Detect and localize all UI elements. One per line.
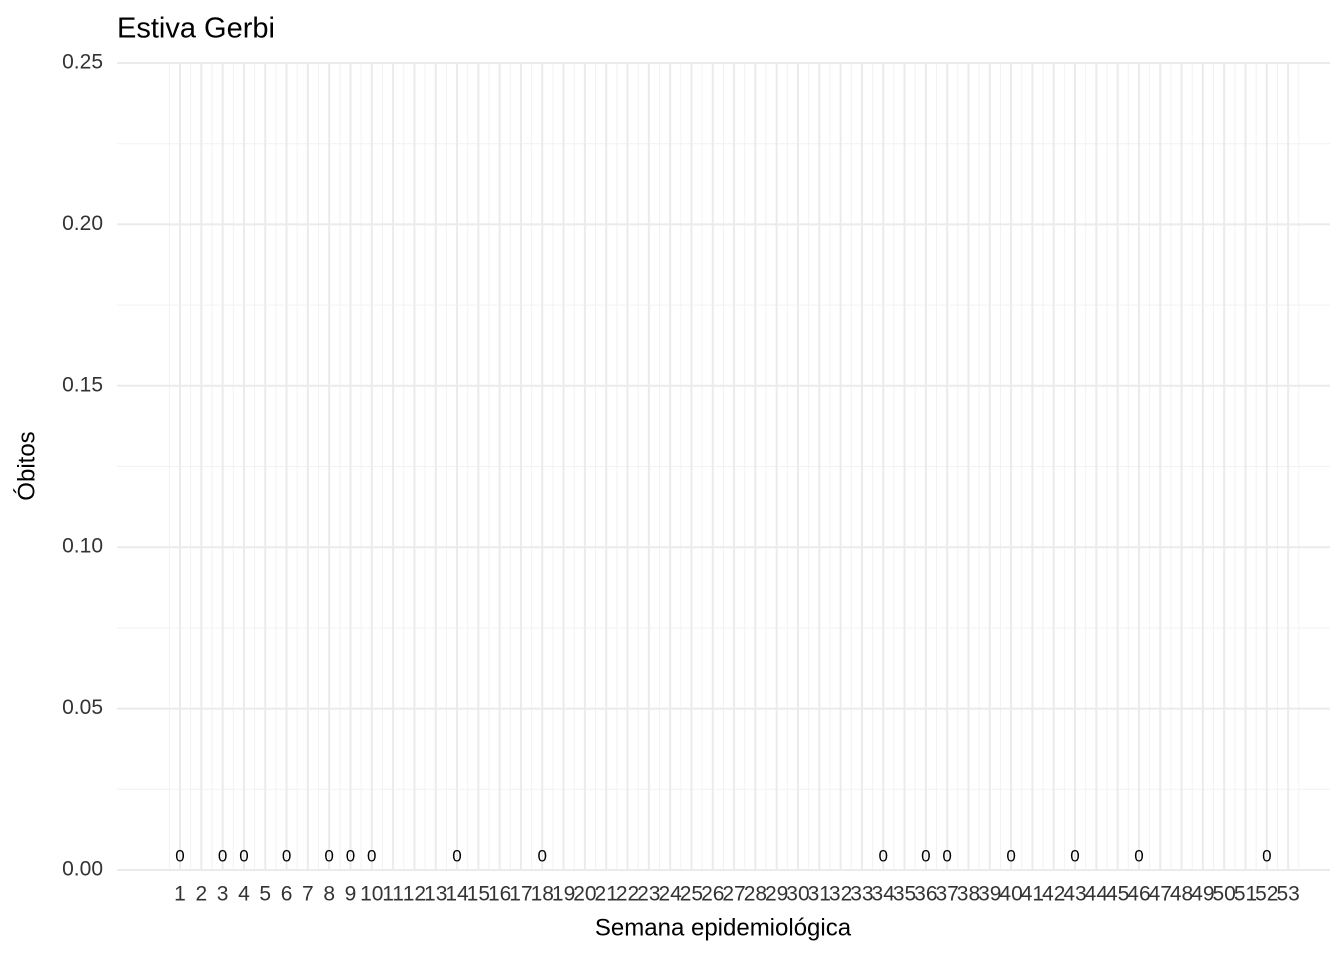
x-tick-label: 9 <box>345 883 357 906</box>
y-tick-label: 0.05 <box>62 696 103 719</box>
y-tick-label: 0.10 <box>62 535 103 558</box>
x-tick-label: 8 <box>323 883 335 906</box>
y-tick-label: 0.15 <box>62 373 103 396</box>
x-tick-label: 30 <box>786 883 809 906</box>
x-tick-label: 40 <box>999 883 1022 906</box>
x-tick-label: 22 <box>616 883 639 906</box>
x-tick-label: 39 <box>978 883 1001 906</box>
x-tick-label: 46 <box>1127 883 1150 906</box>
data-label: 0 <box>175 846 184 865</box>
x-tick-label: 33 <box>850 883 873 906</box>
data-label: 0 <box>218 846 227 865</box>
data-label: 0 <box>942 846 951 865</box>
data-label: 0 <box>324 846 333 865</box>
x-tick-label: 3 <box>217 883 229 906</box>
x-tick-label: 47 <box>1149 883 1172 906</box>
x-tick-label: 48 <box>1170 883 1193 906</box>
x-tick-label: 15 <box>467 883 490 906</box>
x-tick-label: 41 <box>1021 883 1044 906</box>
x-tick-label: 18 <box>531 883 554 906</box>
data-label: 0 <box>1070 846 1079 865</box>
data-label: 0 <box>452 846 461 865</box>
x-tick-label: 26 <box>701 883 724 906</box>
x-tick-label: 35 <box>893 883 916 906</box>
x-tick-label: 51 <box>1234 883 1257 906</box>
data-label: 0 <box>878 846 887 865</box>
x-tick-label: 29 <box>765 883 788 906</box>
y-axis-title: Óbitos <box>13 431 40 500</box>
x-tick-label: 14 <box>445 883 469 906</box>
x-tick-label: 4 <box>238 883 250 906</box>
x-tick-label: 27 <box>722 883 745 906</box>
x-tick-label: 36 <box>914 883 937 906</box>
x-tick-label: 19 <box>552 883 575 906</box>
data-label: 0 <box>346 846 355 865</box>
chart-title: Estiva Gerbi <box>117 13 275 45</box>
x-tick-label: 11 <box>382 883 404 906</box>
data-label: 0 <box>282 846 291 865</box>
x-tick-label: 31 <box>808 883 831 906</box>
x-tick-label: 12 <box>403 883 426 906</box>
x-tick-label: 50 <box>1213 883 1236 906</box>
x-tick-label: 49 <box>1191 883 1214 906</box>
x-tick-label: 6 <box>281 883 293 906</box>
x-axis-title: Semana epidemiológica <box>595 914 852 941</box>
data-label: 0 <box>239 846 248 865</box>
x-tick-label: 43 <box>1063 883 1086 906</box>
y-tick-label: 0.25 <box>62 51 103 74</box>
x-tick-label: 53 <box>1276 883 1299 906</box>
data-label: 0 <box>538 846 547 865</box>
data-label: 0 <box>1006 846 1015 865</box>
x-tick-label: 24 <box>658 883 682 906</box>
x-tick-label: 2 <box>195 883 207 906</box>
data-label: 0 <box>367 846 376 865</box>
x-tick-label: 37 <box>935 883 958 906</box>
x-tick-label: 44 <box>1085 883 1109 906</box>
x-tick-label: 34 <box>872 883 896 906</box>
x-tick-label: 20 <box>573 883 596 906</box>
x-tick-label: 10 <box>360 883 383 906</box>
x-tick-label: 13 <box>424 883 447 906</box>
y-tick-label: 0.00 <box>62 858 103 881</box>
x-tick-label: 45 <box>1106 883 1129 906</box>
x-tick-label: 7 <box>302 883 314 906</box>
x-tick-label: 38 <box>957 883 980 906</box>
x-tick-label: 25 <box>680 883 703 906</box>
x-tick-label: 17 <box>509 883 532 906</box>
data-label: 0 <box>1134 846 1143 865</box>
x-tick-label: 5 <box>259 883 271 906</box>
x-tick-label: 1 <box>174 883 186 906</box>
y-tick-label: 0.20 <box>62 212 103 235</box>
x-tick-label: 16 <box>488 883 511 906</box>
x-tick-label: 52 <box>1255 883 1278 906</box>
data-label: 0 <box>1262 846 1271 865</box>
x-tick-label: 21 <box>595 883 618 906</box>
x-tick-label: 42 <box>1042 883 1065 906</box>
x-tick-label: 28 <box>744 883 767 906</box>
x-tick-label: 23 <box>637 883 660 906</box>
x-tick-label: 32 <box>829 883 852 906</box>
data-label: 0 <box>921 846 930 865</box>
